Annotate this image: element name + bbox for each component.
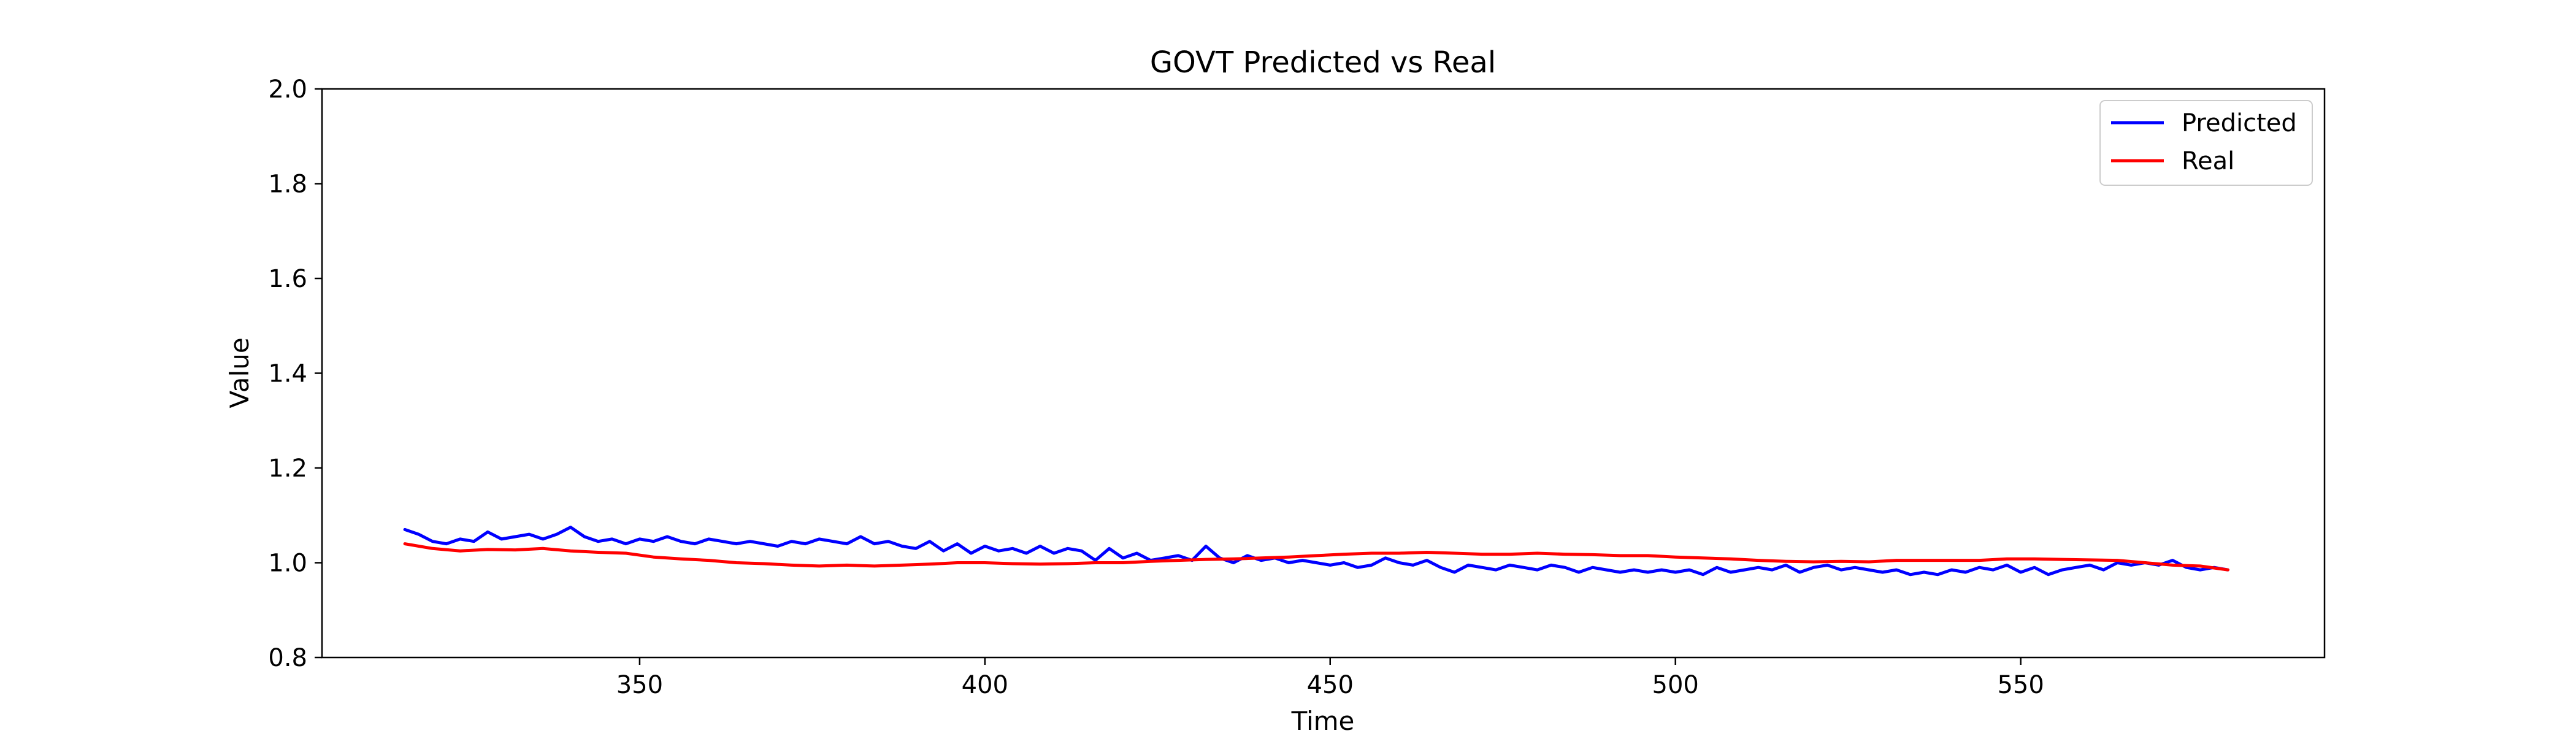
plot-area [403,526,2229,577]
y-tick-label: 1.4 [268,360,307,388]
y-tick-label: 2.0 [268,75,307,104]
y-tick-label: 1.8 [268,171,307,199]
x-tick-label: 550 [1997,671,2044,699]
y-tick-label: 0.8 [268,644,307,672]
legend: Predicted Real [2099,100,2313,186]
legend-label-predicted: Predicted [2182,109,2297,137]
x-tick-label: 500 [1652,671,1699,699]
x-tick-label: 400 [962,671,1008,699]
x-tick-label: 450 [1307,671,1354,699]
legend-label-real: Real [2182,147,2234,175]
series-line-real [403,542,2229,572]
x-axis-label: Time [1291,706,1355,736]
y-tick-label: 1.2 [268,454,307,483]
series-line-predicted [403,526,2229,577]
x-tick-label: 350 [616,671,663,699]
y-axis: 0.8 1.0 1.2 1.4 1.6 1.8 2.0 [268,75,322,672]
y-axis-label: Value [224,337,255,408]
chart-title: GOVT Predicted vs Real [1150,45,1496,80]
x-axis: 350 400 450 500 550 [616,657,2044,699]
y-tick-label: 1.6 [268,265,307,293]
y-tick-label: 1.0 [268,550,307,578]
